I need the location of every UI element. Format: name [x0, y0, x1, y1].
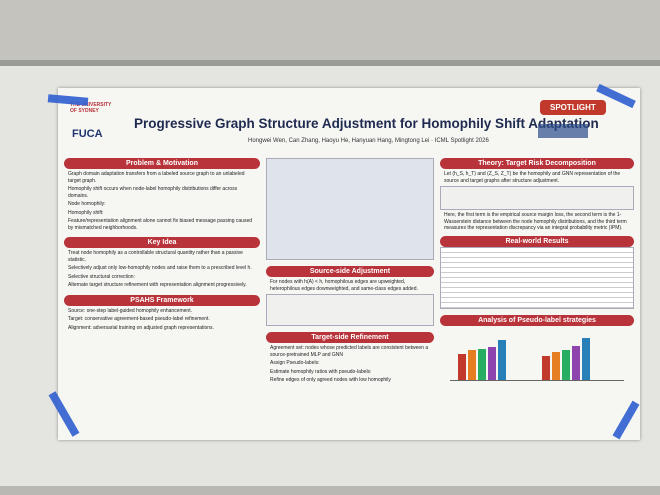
figure-bar: [582, 337, 590, 380]
figure-bar: [562, 349, 570, 380]
text: Feature/representation alignment alone c…: [68, 218, 253, 231]
column-right: Theory: Target Risk Decomposition Let (h…: [440, 158, 634, 385]
section-title: Source-side Adjustment: [266, 266, 434, 277]
section-title: Target-side Refinement: [266, 332, 434, 343]
text: Homophily shift occurs when node-label h…: [68, 186, 238, 199]
text: Estimate homophily ratios with pseudo-la…: [270, 368, 372, 375]
text: Agreement set: nodes whose predicted lab…: [270, 345, 429, 358]
badge: SPOTLIGHT: [540, 100, 606, 115]
wall: [0, 0, 660, 60]
equation: [266, 294, 434, 326]
figure-bar: [468, 349, 476, 380]
text: Alternate target structure refinement wi…: [68, 282, 247, 288]
authors: Hongwei Wen, Can Zhang, Haoyu He, Hanyua…: [248, 138, 489, 144]
results-table: [440, 246, 634, 309]
section-title: Theory: Target Risk Decomposition: [440, 158, 634, 169]
column-middle: Source-side Adjustment For nodes with h(…: [266, 158, 434, 386]
text: Treat node homophily as a controllable s…: [68, 250, 243, 263]
university-logo: THE UNIVERSITY OF SYDNEY: [70, 102, 112, 114]
text: Graph domain adaptation transfers from a…: [68, 171, 245, 184]
text: Assign Pseudo-labels:: [270, 360, 320, 366]
section-title: Analysis of Pseudo-label strategies: [440, 314, 634, 326]
poster: THE UNIVERSITY OF SYDNEY FUCA SPOTLIGHT …: [58, 88, 640, 440]
text: Let (h_S, h_T) and (Z_S, Z_T) be the hom…: [444, 171, 621, 184]
text: Node homophily:: [68, 201, 106, 207]
text: Here, the first term is the empirical so…: [444, 212, 627, 231]
section-title: Real-world Results: [440, 235, 634, 247]
figure-bar: [542, 355, 550, 380]
framework-diagram: [266, 158, 434, 260]
bar-figure: [450, 330, 624, 381]
figure-bar: [488, 346, 496, 380]
figure-bar: [498, 339, 506, 380]
text: Alignment: adversarial training on adjus…: [68, 324, 214, 331]
section-title: Key Idea: [64, 237, 260, 248]
column-left: Problem & Motivation Graph domain adapta…: [64, 158, 260, 333]
figure-bar: [478, 348, 486, 380]
text: For nodes with h(A) < h, homophilous edg…: [270, 279, 418, 292]
text: Target: conservative agreement-based pse…: [68, 316, 210, 322]
text: Selective structural correction:: [68, 273, 135, 280]
title: Progressive Graph Structure Adjustment f…: [134, 116, 599, 131]
text: Source: one-step label-guided homophily …: [68, 307, 192, 314]
logo-right: [538, 124, 588, 138]
section-title: PSAHS Framework: [64, 294, 260, 306]
lab-logo: FUCA: [72, 128, 103, 140]
figure-bar: [552, 351, 560, 380]
section-title: Problem & Motivation: [64, 158, 260, 169]
equation: [440, 186, 634, 210]
text: Homophily shift:: [68, 209, 104, 216]
figure-bar: [458, 353, 466, 380]
text: Selectively adjust only low-homophily no…: [68, 265, 252, 271]
figure-bar: [572, 345, 580, 380]
text: Refine edges of only agreed nodes with l…: [270, 377, 391, 383]
